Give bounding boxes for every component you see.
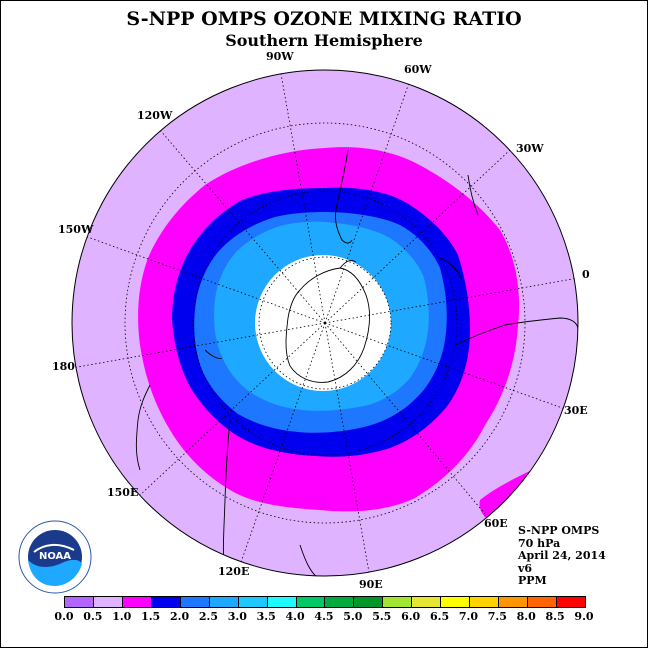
color-swatch (267, 597, 297, 607)
color-swatch (209, 597, 239, 607)
graticule (72, 70, 578, 576)
longitude-labels: 90W 60W 30W 0 30E 60E 90E 120E 150E 180 … (52, 50, 590, 591)
info-instrument: S-NPP OMPS (518, 524, 600, 537)
color-scale-tick: 0.5 (83, 610, 103, 623)
color-swatch (441, 597, 471, 607)
polar-data-hole (255, 255, 391, 391)
lon-label-90e: 90E (359, 578, 383, 591)
color-scale-tick: 1.0 (112, 610, 132, 623)
color-scale-tick: 4.0 (285, 610, 305, 623)
lon-label-150e: 150E (107, 486, 138, 499)
color-scale-tick: 8.5 (545, 610, 565, 623)
color-swatch (122, 597, 152, 607)
color-swatch (65, 597, 94, 607)
color-scale-tick: 7.0 (458, 610, 478, 623)
color-scale-bar (64, 596, 586, 608)
info-version: v6 (518, 561, 533, 575)
dataset-info: S-NPP OMPS 70 hPa April 24, 2014 v6 PPM (518, 524, 606, 588)
color-scale-tick: 5.0 (343, 610, 363, 623)
color-scale-tick: 9.0 (574, 610, 594, 623)
map-subtitle: Southern Hemisphere (225, 31, 423, 50)
info-pressure: 70 hPa (518, 536, 561, 550)
color-scale-tick: 3.5 (256, 610, 276, 623)
noaa-logo-svg: NOAA (18, 520, 92, 594)
lon-label-120w: 120W (137, 109, 173, 122)
color-scale-tick: 2.5 (198, 610, 218, 623)
lon-label-30w: 30W (516, 142, 544, 155)
lon-label-0: 0 (582, 268, 590, 281)
color-swatch (180, 597, 210, 607)
lon-label-60w: 60W (404, 63, 432, 76)
map-title: S-NPP OMPS OZONE MIXING RATIO (126, 8, 522, 30)
color-swatch (383, 597, 413, 607)
lon-label-150w: 150W (58, 223, 94, 236)
lon-label-120e: 120E (218, 565, 249, 578)
lon-label-60e: 60E (484, 517, 508, 530)
color-swatch (238, 597, 268, 607)
color-scale-tick: 6.5 (429, 610, 450, 623)
color-scale-tick: 8.0 (516, 610, 536, 623)
color-swatch (556, 597, 585, 607)
color-scale-tick: 7.5 (487, 610, 507, 623)
lon-label-30e: 30E (564, 404, 588, 417)
noaa-logo-text: NOAA (39, 551, 71, 562)
color-scale-tick: 4.5 (314, 610, 334, 623)
color-swatch (296, 597, 326, 607)
color-swatch (528, 597, 557, 607)
color-scale-ticks: 0.0 0.5 1.0 1.5 2.0 2.5 3.0 3.5 4.0 4.5 5.0 5.5 6.0 6… (44, 610, 604, 624)
lon-label-90w: 90W (266, 50, 294, 63)
color-swatch (354, 597, 384, 607)
color-swatch (325, 597, 355, 607)
color-swatch (151, 597, 181, 607)
color-scale-tick: 2.0 (169, 610, 190, 623)
color-swatch (93, 597, 123, 607)
globe-outline (71, 69, 579, 577)
color-scale-tick: 1.5 (141, 610, 161, 623)
color-swatch (470, 597, 500, 607)
color-scale-tick: 0.0 (54, 610, 74, 623)
color-swatch (412, 597, 442, 607)
lon-label-180: 180 (52, 360, 75, 373)
magenta-patch-se (479, 470, 532, 522)
color-scale-tick: 6.0 (401, 610, 421, 623)
coastlines (135, 149, 578, 576)
color-swatch (499, 597, 528, 607)
color-scale-tick: 3.0 (227, 610, 247, 623)
info-date: April 24, 2014 (518, 549, 606, 562)
info-units: PPM (518, 574, 547, 587)
color-scale-tick: 5.5 (372, 610, 392, 623)
noaa-logo: NOAA (18, 520, 92, 594)
